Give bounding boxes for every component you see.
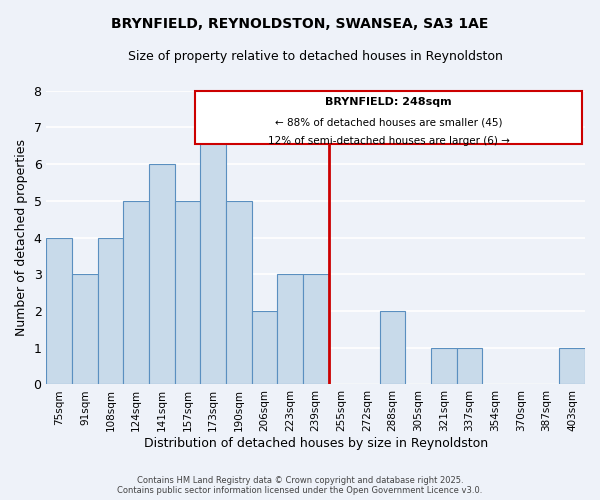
Y-axis label: Number of detached properties: Number of detached properties: [15, 139, 28, 336]
Bar: [226, 201, 251, 384]
Bar: [251, 311, 277, 384]
Bar: [277, 274, 303, 384]
Bar: [559, 348, 585, 385]
Bar: [431, 348, 457, 385]
Bar: [200, 128, 226, 384]
Bar: [46, 238, 72, 384]
Text: BRYNFIELD, REYNOLDSTON, SWANSEA, SA3 1AE: BRYNFIELD, REYNOLDSTON, SWANSEA, SA3 1AE: [112, 18, 488, 32]
Bar: [98, 238, 124, 384]
Title: Size of property relative to detached houses in Reynoldston: Size of property relative to detached ho…: [128, 50, 503, 63]
Bar: [72, 274, 98, 384]
Bar: [380, 311, 406, 384]
Bar: [457, 348, 482, 385]
Bar: [175, 201, 200, 384]
Text: BRYNFIELD: 248sqm: BRYNFIELD: 248sqm: [325, 97, 452, 107]
Bar: [149, 164, 175, 384]
Bar: [303, 274, 329, 384]
Text: Contains HM Land Registry data © Crown copyright and database right 2025.
Contai: Contains HM Land Registry data © Crown c…: [118, 476, 482, 495]
Bar: [124, 201, 149, 384]
X-axis label: Distribution of detached houses by size in Reynoldston: Distribution of detached houses by size …: [143, 437, 488, 450]
Bar: [195, 90, 583, 144]
Text: ← 88% of detached houses are smaller (45): ← 88% of detached houses are smaller (45…: [275, 117, 503, 127]
Text: 12% of semi-detached houses are larger (6) →: 12% of semi-detached houses are larger (…: [268, 136, 510, 146]
